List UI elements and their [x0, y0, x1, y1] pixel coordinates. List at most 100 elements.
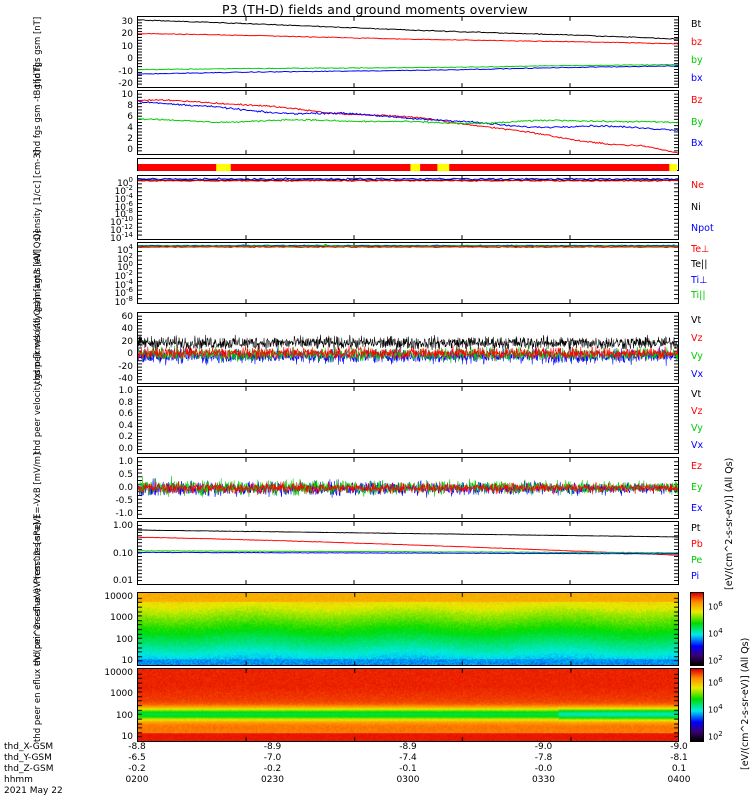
- panel-density: [137, 175, 679, 240]
- ytick-temperature-0: 104: [117, 243, 133, 256]
- panel-pressure: [137, 521, 679, 585]
- ytick-fgs-gsm-tbg-2: 6: [127, 112, 133, 122]
- legend-pressure-Pe: Pe: [691, 555, 703, 566]
- ylabel-peer-velocity: thd peer velocity gsm [km/s (All Qs)]: [33, 297, 43, 454]
- ytick-fgs-gsm-5: -20: [118, 79, 133, 89]
- colorbar-unit-label-2: [eV/(cm^2-s-sr-eV)] (All Qs): [724, 457, 735, 590]
- ytick-peir-spectrogram-2: 100: [115, 634, 133, 645]
- legend-density-Ni: Ni: [691, 201, 701, 213]
- legend-fgs-gsm-Bt: Bt: [691, 19, 702, 30]
- legend-temperature-Ti: Ti⊥: [691, 274, 708, 286]
- ytick-fgs-gsm-1: 20: [121, 29, 133, 40]
- ytick-efield-0: 1.0: [118, 457, 133, 467]
- ytick-temperature-6: 10-8: [114, 295, 133, 308]
- legend-fgs-gsm-tbg-By: By: [691, 116, 704, 128]
- legend-fgs-gsm-bz: bz: [691, 37, 703, 48]
- ytick-peer-spectrogram-0: 10000: [104, 668, 133, 678]
- panel-efield: [137, 457, 679, 519]
- ytick-peir-spectrogram-1: 1000: [110, 613, 133, 624]
- legend-pressure-Pi: Pi: [691, 571, 700, 582]
- ytick-temperature-2: 100: [117, 260, 133, 274]
- ytick-peir-spectrogram-0: 10000: [104, 592, 133, 602]
- ytick-peer-velocity-2: 0.6: [118, 409, 133, 420]
- colorbar-tick-peer-2: 102: [708, 730, 723, 742]
- legend-fgs-gsm-tbg-Bz: Bz: [691, 94, 703, 106]
- xaxis-value-2-3: -0.0: [534, 764, 553, 774]
- legend-fgs-gsm-tbg-Bx: Bx: [691, 138, 704, 150]
- ytick-peer-velocity-0: 1.0: [118, 386, 133, 396]
- xaxis-value-1-0: -6.5: [128, 753, 146, 763]
- ytick-fgs-gsm-tbg-5: 0: [127, 145, 133, 155]
- legend-pressure-Pb: Pb: [691, 539, 703, 550]
- ytick-temperature-1: 102: [117, 251, 133, 265]
- ytick-peer-spectrogram-3: 10: [121, 732, 133, 742]
- ytick-efield-3: -0.5: [115, 496, 133, 506]
- xaxis-value-0-1: -8.9: [263, 742, 282, 752]
- ytick-fgs-gsm-tbg-1: 8: [127, 101, 133, 111]
- xaxis-row-label-thdXGSM: thd_X-GSM: [4, 742, 54, 752]
- legend-fgs-gsm-by: by: [691, 55, 703, 66]
- date-label: 2021 May 22: [4, 786, 63, 796]
- colorbar-tick-peer-0: 106: [708, 676, 723, 688]
- ytick-peir-velocity-1: 40: [121, 324, 133, 335]
- ytick-peer-spectrogram-1: 1000: [110, 689, 133, 700]
- panel-peir-spectrogram: [137, 592, 679, 666]
- xaxis-row-label-thdYGSM: thd_Y-GSM: [4, 753, 52, 763]
- ytick-peir-velocity-0: 60: [121, 312, 133, 322]
- page-title: P3 (TH-D) fields and ground moments over…: [222, 2, 528, 17]
- ylabel-peer-spectrogram: thd peer en eflux eV (cm^2-s-sr-eV): [33, 588, 43, 742]
- ytick-efield-2: 0.0: [118, 483, 133, 493]
- ytick-density-0: 100: [117, 176, 133, 189]
- ytick-peer-velocity-5: 0.0: [118, 444, 133, 454]
- ytick-peir-velocity-3: 0: [127, 349, 133, 360]
- legend-peer-velocity-Vx: Vx: [691, 439, 704, 451]
- ytick-density-4: 10-8: [114, 207, 133, 221]
- ytick-fgs-gsm-2: 10: [121, 41, 133, 52]
- quality-status-bar: [137, 158, 679, 172]
- ytick-peer-velocity-3: 0.4: [118, 420, 133, 431]
- legend-density-Npot: Npot: [691, 223, 714, 235]
- panel-peer-velocity: [137, 386, 679, 454]
- xaxis-row-label-thdZGSM: thd_Z-GSM: [4, 764, 54, 774]
- legend-peir-velocity-Vy: Vy: [691, 351, 703, 362]
- legend-fgs-gsm-bx: bx: [691, 73, 703, 84]
- colorbar-peer: [690, 668, 704, 742]
- xaxis-value-1-2: -7.4: [399, 753, 417, 763]
- colorbar-tick-peir-2: 102: [708, 654, 723, 666]
- ytick-peir-velocity-2: 20: [121, 336, 133, 347]
- ytick-density-5: 10-10: [110, 215, 133, 229]
- xaxis-value-1-3: -7.8: [534, 753, 553, 763]
- legend-peer-velocity-Vy: Vy: [691, 422, 703, 434]
- legend-efield-Ex: Ex: [691, 502, 703, 514]
- legend-density-Ne: Ne: [691, 179, 704, 191]
- ytick-peer-spectrogram-2: 100: [115, 710, 133, 721]
- xaxis-value-2-0: -0.2: [128, 764, 146, 774]
- legend-peir-velocity-Vx: Vx: [691, 369, 704, 380]
- legend-temperature-Te: Te||: [691, 259, 708, 271]
- colorbar-tick-peir-0: 106: [708, 600, 723, 612]
- ytick-density-6: 10-12: [110, 223, 133, 237]
- panel-fgs-gsm-tbg: [137, 90, 679, 155]
- xaxis-value-0-4: -9.0: [670, 742, 688, 752]
- colorbar-unit-label: [eV/(cm^2-s-sr-eV)] (All Qs): [740, 637, 750, 770]
- ytick-density-1: 10-2: [114, 183, 133, 197]
- ytick-fgs-gsm-tbg-4: 2: [127, 134, 133, 144]
- ytick-fgs-gsm-4: -10: [118, 66, 133, 77]
- colorbar-peir: [690, 592, 704, 666]
- legend-temperature-Ti: Ti||: [691, 290, 706, 302]
- ytick-pressure-2: 0.01: [112, 576, 133, 586]
- xaxis-value-2-1: -0.2: [263, 764, 282, 774]
- ytick-efield-4: -1.0: [115, 509, 133, 519]
- legend-peer-velocity-Vz: Vz: [691, 405, 703, 417]
- xaxis-value-0-2: -8.9: [399, 742, 417, 752]
- ytick-peir-spectrogram-3: 10: [121, 656, 133, 666]
- xaxis-value-3-2: 0300: [396, 775, 420, 785]
- xaxis-value-0-3: -9.0: [534, 742, 553, 752]
- xaxis-value-2-4: 0.1: [671, 764, 687, 774]
- panel-peer-spectrogram: [137, 668, 679, 742]
- legend-peer-velocity-Vt: Vt: [691, 388, 702, 400]
- xaxis-value-0-0: -8.8: [128, 742, 146, 752]
- ytick-fgs-gsm-tbg-3: 4: [127, 123, 133, 133]
- xaxis-value-3-3: 0330: [532, 775, 555, 785]
